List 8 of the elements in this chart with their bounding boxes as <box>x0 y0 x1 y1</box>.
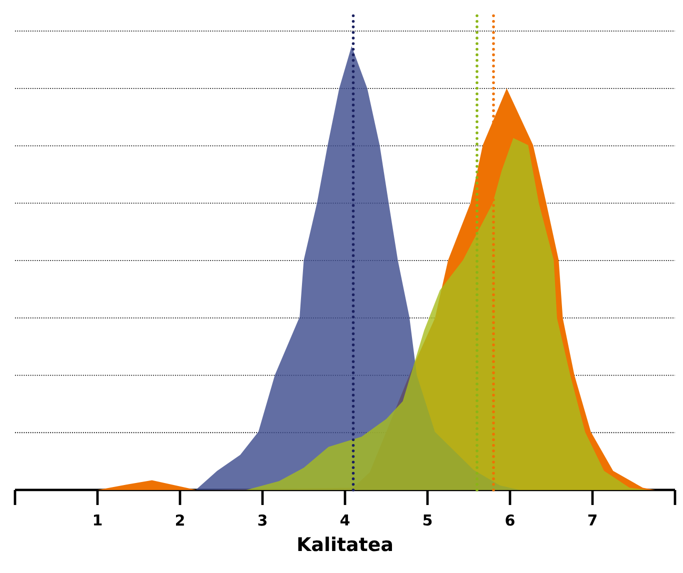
x-tick-label: 3 <box>258 514 267 526</box>
x-axis-title: Kalitatea <box>298 536 392 552</box>
x-tick-label: 7 <box>588 514 597 526</box>
x-tick-label: 1 <box>94 514 102 526</box>
x-tick-label: 6 <box>506 514 514 526</box>
x-tick-label: 2 <box>176 514 184 526</box>
x-tick-label: 5 <box>423 514 432 526</box>
x-tick-label: 4 <box>340 514 350 526</box>
